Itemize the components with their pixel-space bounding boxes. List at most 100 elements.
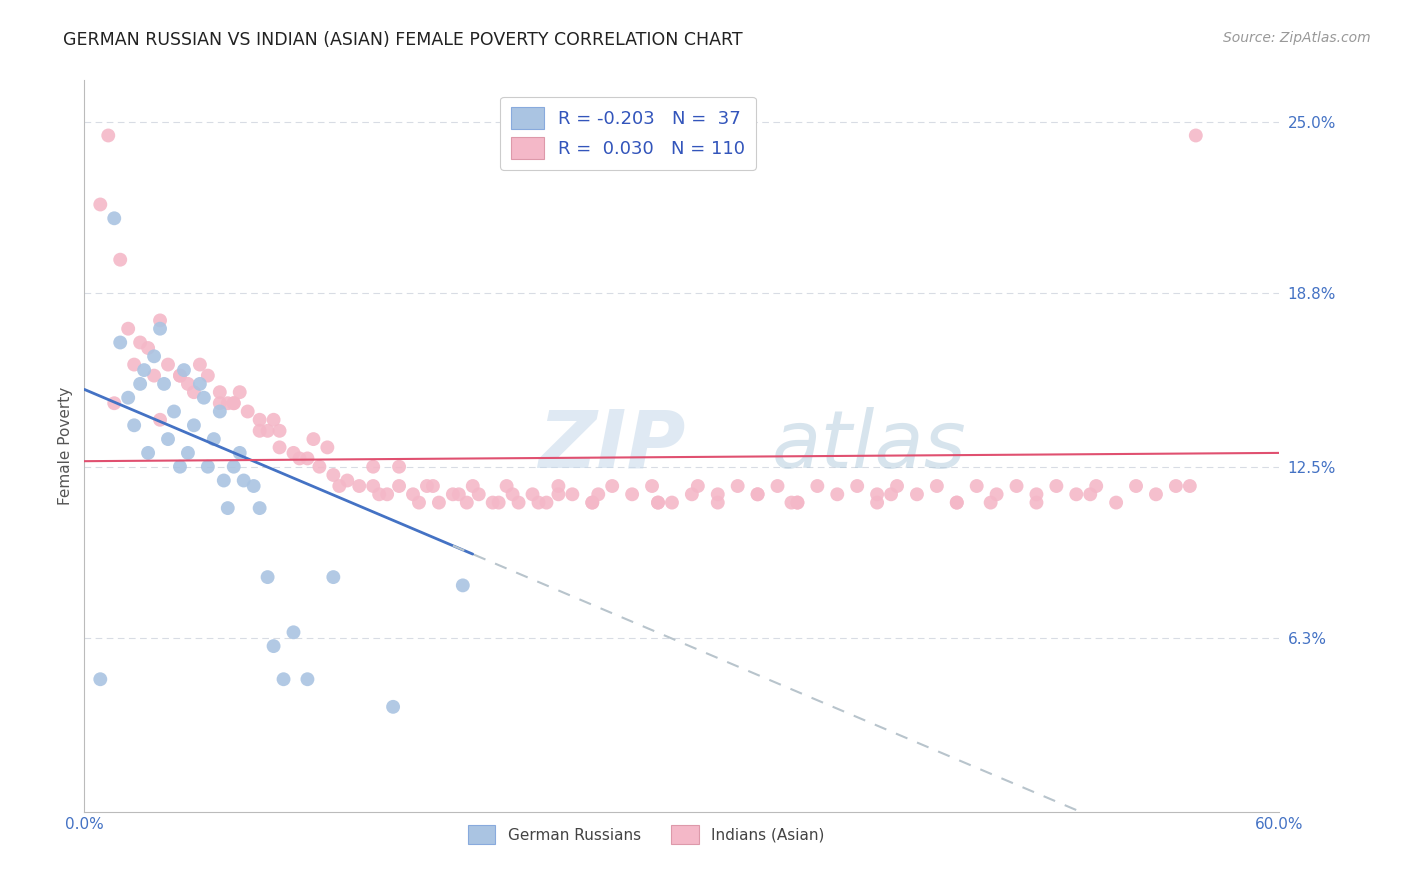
Y-axis label: Female Poverty: Female Poverty <box>58 387 73 505</box>
Legend: German Russians, Indians (Asian): German Russians, Indians (Asian) <box>460 818 832 852</box>
Point <box>361 459 384 474</box>
Point <box>1066 487 1088 501</box>
Point <box>388 459 411 474</box>
Point <box>905 487 928 501</box>
Point <box>183 385 205 400</box>
Point <box>581 495 603 509</box>
Point <box>197 368 219 383</box>
Point <box>980 495 1002 509</box>
Point <box>456 495 478 509</box>
Point <box>163 404 186 418</box>
Point <box>222 459 245 474</box>
Point <box>193 391 215 405</box>
Point <box>361 479 384 493</box>
Point <box>1078 487 1101 501</box>
Point <box>297 672 319 686</box>
Point <box>422 479 444 493</box>
Point <box>273 672 295 686</box>
Point <box>217 501 239 516</box>
Point <box>136 446 159 460</box>
Point <box>588 487 610 501</box>
Point <box>222 396 245 410</box>
Point <box>288 451 311 466</box>
Point <box>89 672 111 686</box>
Point <box>256 424 278 438</box>
Point <box>269 424 291 438</box>
Point <box>827 487 849 501</box>
Point <box>183 418 205 433</box>
Point <box>117 321 139 335</box>
Point <box>536 495 558 509</box>
Point <box>97 128 120 143</box>
Point <box>806 479 828 493</box>
Point <box>263 639 285 653</box>
Point <box>866 487 889 501</box>
Point <box>600 479 623 493</box>
Point <box>177 446 200 460</box>
Point <box>661 495 683 509</box>
Point <box>283 446 305 460</box>
Point <box>117 391 139 405</box>
Point <box>408 495 430 509</box>
Point <box>647 495 669 509</box>
Point <box>581 495 603 509</box>
Point <box>707 487 730 501</box>
Point <box>322 570 344 584</box>
Point <box>249 413 271 427</box>
Point <box>886 479 908 493</box>
Point <box>229 385 252 400</box>
Point <box>208 396 231 410</box>
Point <box>122 418 145 433</box>
Point <box>946 495 969 509</box>
Point <box>322 467 344 482</box>
Point <box>1164 479 1187 493</box>
Point <box>547 479 569 493</box>
Point <box>222 396 245 410</box>
Point <box>256 570 278 584</box>
Point <box>966 479 988 493</box>
Point <box>1005 479 1028 493</box>
Point <box>1178 479 1201 493</box>
Point <box>202 432 225 446</box>
Point <box>136 341 159 355</box>
Point <box>747 487 769 501</box>
Point <box>880 487 903 501</box>
Point <box>173 363 195 377</box>
Point <box>1105 495 1128 509</box>
Point <box>925 479 948 493</box>
Point <box>441 487 464 501</box>
Point <box>780 495 803 509</box>
Point <box>242 479 264 493</box>
Point <box>217 396 239 410</box>
Point <box>1025 495 1047 509</box>
Point <box>212 474 235 488</box>
Point <box>508 495 530 509</box>
Point <box>1185 128 1208 143</box>
Point <box>641 479 664 493</box>
Point <box>302 432 325 446</box>
Point <box>328 479 350 493</box>
Point <box>495 479 517 493</box>
Point <box>786 495 808 509</box>
Point <box>547 487 569 501</box>
Point <box>153 376 176 391</box>
Point <box>110 335 132 350</box>
Point <box>263 413 285 427</box>
Point <box>143 349 166 363</box>
Point <box>681 487 703 501</box>
Point <box>249 501 271 516</box>
Point <box>1045 479 1067 493</box>
Point <box>946 495 969 509</box>
Point <box>208 404 231 418</box>
Point <box>1025 487 1047 501</box>
Point <box>197 459 219 474</box>
Point <box>232 474 254 488</box>
Point <box>647 495 669 509</box>
Point <box>249 424 271 438</box>
Point <box>149 321 172 335</box>
Point <box>368 487 391 501</box>
Text: ZIP: ZIP <box>538 407 686 485</box>
Point <box>527 495 550 509</box>
Point <box>169 459 191 474</box>
Point <box>143 368 166 383</box>
